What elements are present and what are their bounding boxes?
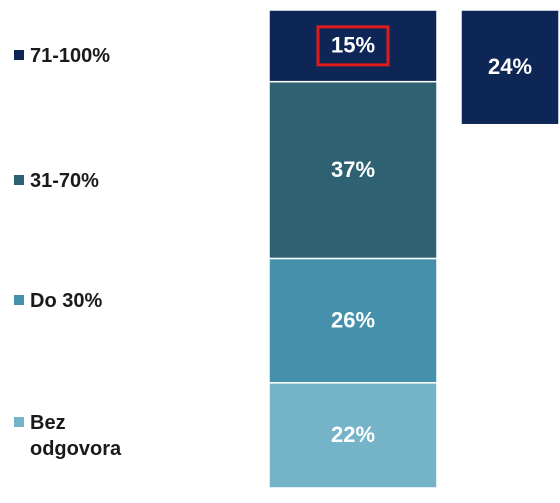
bar-segment	[268, 80, 438, 260]
legend-item: 71-100%	[14, 43, 164, 69]
legend-swatch	[14, 175, 24, 185]
legend-label: 31-70%	[30, 170, 99, 192]
data-label: 22%	[331, 422, 375, 447]
data-label: 15%	[331, 33, 375, 58]
data-label: 26%	[331, 308, 375, 333]
data-label: 37%	[331, 157, 375, 182]
bar-segment	[268, 382, 438, 489]
data-label: 24%	[488, 54, 532, 79]
bar-segment	[268, 257, 438, 384]
highlight-box	[316, 25, 390, 67]
legend-item: Bez odgovora	[14, 410, 164, 462]
bar-segment	[460, 9, 560, 126]
legend-label: Do 30%	[30, 290, 103, 312]
legend-label: 71-100%	[30, 45, 111, 67]
legend-label: Bez odgovora	[30, 412, 122, 460]
legend-swatch	[14, 50, 24, 60]
legend-item: Do 30%	[14, 288, 164, 314]
legend-swatch	[14, 295, 24, 305]
legend-item: 31-70%	[14, 168, 164, 194]
legend-swatch	[14, 417, 24, 427]
bar-segment	[268, 9, 438, 83]
